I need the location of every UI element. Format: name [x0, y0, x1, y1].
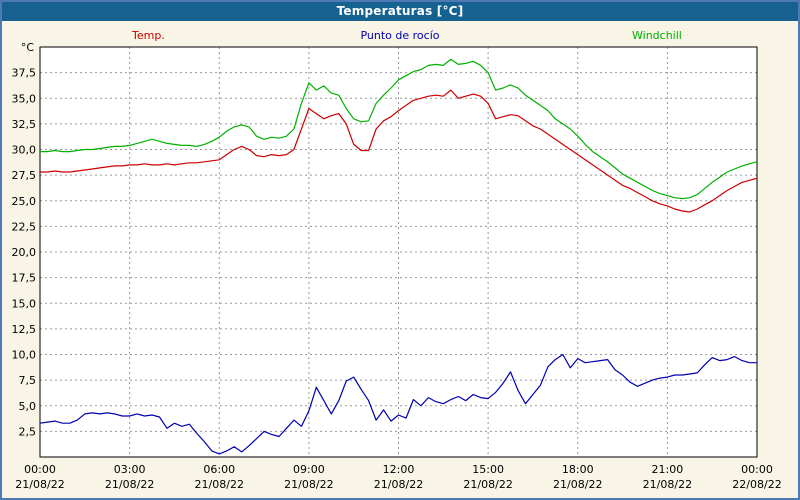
- svg-text:°C: °C: [21, 41, 35, 54]
- svg-text:22/08/22: 22/08/22: [732, 478, 781, 491]
- svg-text:20,0: 20,0: [12, 246, 37, 259]
- svg-text:03:00: 03:00: [114, 463, 146, 476]
- svg-text:30,0: 30,0: [12, 144, 37, 157]
- legend-temp: Temp.: [132, 29, 165, 42]
- svg-text:09:00: 09:00: [293, 463, 325, 476]
- svg-text:17,5: 17,5: [12, 272, 37, 285]
- svg-text:00:00: 00:00: [741, 463, 773, 476]
- svg-text:5,0: 5,0: [19, 400, 37, 413]
- legend-windchill: Windchill: [632, 29, 682, 42]
- svg-text:21/08/22: 21/08/22: [643, 478, 692, 491]
- svg-text:32,5: 32,5: [12, 118, 37, 131]
- svg-text:21/08/22: 21/08/22: [374, 478, 423, 491]
- legend-dew-point: Punto de rocío: [2, 29, 798, 42]
- svg-text:00:00: 00:00: [24, 463, 56, 476]
- svg-text:18:00: 18:00: [562, 463, 594, 476]
- svg-text:21/08/22: 21/08/22: [105, 478, 154, 491]
- svg-text:35,0: 35,0: [12, 92, 37, 105]
- svg-text:25,0: 25,0: [12, 195, 37, 208]
- svg-text:21/08/22: 21/08/22: [553, 478, 602, 491]
- svg-text:21/08/22: 21/08/22: [15, 478, 64, 491]
- svg-text:12,5: 12,5: [12, 323, 37, 336]
- svg-text:15:00: 15:00: [472, 463, 504, 476]
- svg-text:21/08/22: 21/08/22: [284, 478, 333, 491]
- legend-windchill-label: Windchill: [632, 29, 682, 42]
- svg-text:21:00: 21:00: [652, 463, 684, 476]
- title-bar: Temperaturas [°C]: [2, 2, 798, 21]
- svg-text:06:00: 06:00: [203, 463, 235, 476]
- svg-text:2,5: 2,5: [19, 425, 37, 438]
- svg-text:15,0: 15,0: [12, 297, 37, 310]
- svg-text:37,5: 37,5: [12, 67, 37, 80]
- window-title: Temperaturas [°C]: [336, 4, 464, 18]
- svg-text:27,5: 27,5: [12, 169, 37, 182]
- legend-dew-point-label: Punto de rocío: [360, 29, 440, 42]
- legend-temp-label: Temp.: [132, 29, 165, 42]
- svg-text:21/08/22: 21/08/22: [195, 478, 244, 491]
- svg-text:22,5: 22,5: [12, 220, 37, 233]
- svg-text:10,0: 10,0: [12, 349, 37, 362]
- svg-text:12:00: 12:00: [383, 463, 415, 476]
- svg-text:7,5: 7,5: [19, 374, 37, 387]
- svg-text:21/08/22: 21/08/22: [463, 478, 512, 491]
